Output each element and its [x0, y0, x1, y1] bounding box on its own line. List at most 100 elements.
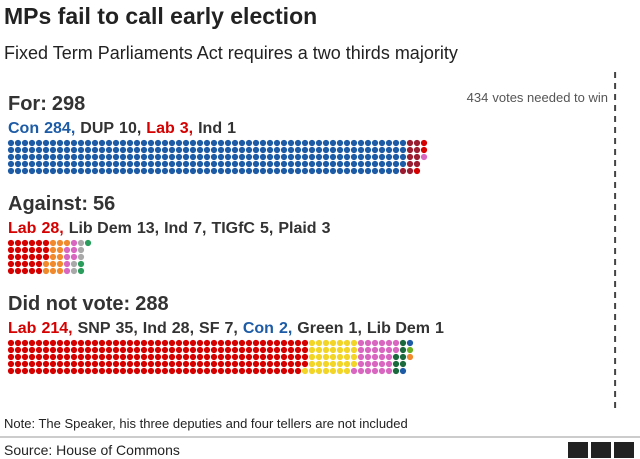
dot	[238, 367, 246, 375]
dot	[392, 167, 400, 175]
dot	[392, 153, 400, 161]
dot	[210, 360, 218, 368]
dot	[98, 339, 106, 347]
dot	[154, 167, 162, 175]
dot	[91, 367, 99, 375]
dot	[154, 353, 162, 361]
legend-name: Lab	[146, 120, 175, 137]
dot	[70, 139, 78, 147]
dot	[14, 267, 22, 275]
dot	[301, 346, 309, 354]
dot	[364, 153, 372, 161]
dot	[371, 360, 379, 368]
dot	[98, 346, 106, 354]
dot	[196, 153, 204, 161]
dot	[385, 346, 393, 354]
dot	[252, 153, 260, 161]
dot	[147, 146, 155, 154]
dot	[28, 367, 36, 375]
dot	[112, 146, 120, 154]
dot	[42, 346, 50, 354]
dot	[224, 339, 232, 347]
dot	[287, 339, 295, 347]
dot	[77, 253, 85, 261]
dot	[161, 153, 169, 161]
legend-separator: ,	[133, 320, 137, 337]
dot	[140, 153, 148, 161]
dot	[7, 239, 15, 247]
dot	[91, 167, 99, 175]
dot	[385, 153, 393, 161]
dot	[14, 146, 22, 154]
dot	[112, 139, 120, 147]
dot	[112, 153, 120, 161]
dot	[378, 346, 386, 354]
dot	[343, 146, 351, 154]
group-breakdown: Lab 214, SNP 35, Ind 28, SF 7, Con 2, Green 1, Lib D…	[8, 320, 444, 337]
dot	[21, 139, 29, 147]
dot	[70, 367, 78, 375]
dot	[399, 367, 407, 375]
dot	[378, 353, 386, 361]
dot	[42, 153, 50, 161]
dot	[378, 146, 386, 154]
dot	[252, 167, 260, 175]
dot	[49, 339, 57, 347]
dot	[245, 146, 253, 154]
dot	[63, 253, 71, 261]
logo-box	[614, 442, 634, 458]
dot	[140, 146, 148, 154]
dot	[371, 339, 379, 347]
dot	[63, 353, 71, 361]
dot	[196, 339, 204, 347]
legend-count: 13	[137, 220, 155, 237]
dot	[35, 367, 43, 375]
dot	[147, 353, 155, 361]
dot	[154, 367, 162, 375]
dot	[175, 139, 183, 147]
dot	[21, 246, 29, 254]
dot	[350, 339, 358, 347]
dot	[175, 353, 183, 361]
dot	[371, 167, 379, 175]
group-total: 56	[93, 193, 115, 215]
dot	[308, 367, 316, 375]
dot	[308, 139, 316, 147]
dot	[301, 146, 309, 154]
dot	[189, 146, 197, 154]
dot	[301, 339, 309, 347]
dot	[119, 353, 127, 361]
dot	[273, 360, 281, 368]
dot	[63, 260, 71, 268]
dot	[7, 246, 15, 254]
dot	[14, 346, 22, 354]
dot	[294, 160, 302, 168]
dot	[294, 360, 302, 368]
dot	[322, 153, 330, 161]
dot	[371, 346, 379, 354]
dot	[238, 139, 246, 147]
dot	[336, 339, 344, 347]
dot	[84, 346, 92, 354]
dot	[7, 346, 15, 354]
dot	[301, 139, 309, 147]
dot	[63, 239, 71, 247]
dot	[42, 267, 50, 275]
dot	[399, 360, 407, 368]
dot	[98, 146, 106, 154]
dot	[161, 353, 169, 361]
dot	[189, 346, 197, 354]
party-dots	[399, 139, 421, 175]
party-dots	[7, 239, 50, 275]
dot	[280, 167, 288, 175]
dot	[63, 360, 71, 368]
dot	[399, 353, 407, 361]
dot	[119, 139, 127, 147]
dot	[210, 346, 218, 354]
dot	[329, 360, 337, 368]
dot	[126, 360, 134, 368]
dot	[140, 360, 148, 368]
dot	[315, 146, 323, 154]
dot	[42, 367, 50, 375]
dot	[273, 353, 281, 361]
